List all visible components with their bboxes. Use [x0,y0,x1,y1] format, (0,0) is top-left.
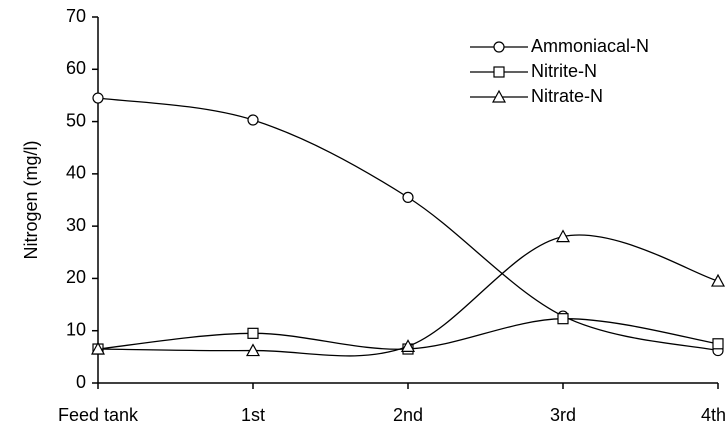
data-point [247,114,259,126]
legend-label: Ammoniacal-N [531,36,649,56]
y-tick-label: 0 [76,372,86,392]
y-axis-label: Nitrogen (mg/l) [21,140,41,259]
data-point [400,339,416,352]
series-line [97,234,719,357]
data-point [90,341,106,355]
y-tick-label: 60 [66,58,86,78]
data-point [710,273,726,287]
y-tick-label: 30 [66,215,86,235]
y-tick-label: 40 [66,163,86,183]
data-point [712,338,724,350]
y-tick-label: 70 [66,6,86,26]
data-point [245,343,261,357]
y-tick-label: 10 [66,319,86,339]
x-tick-label: 3rd [550,405,576,425]
legend-marker [493,41,505,53]
data-point [247,327,259,339]
series-line [97,97,719,352]
x-tick-label: 1st [241,405,265,425]
x-tick-label: 4th [701,405,726,425]
legend-marker [491,89,507,103]
legend-label: Nitrite-N [531,61,597,81]
x-tick-label: Feed tank [58,405,139,425]
y-tick-label: 50 [66,110,86,130]
x-tick-label: 2nd [393,405,423,425]
data-point [555,229,571,243]
y-tick-label: 20 [66,267,86,287]
data-point [557,313,569,325]
legend-label: Nitrate-N [531,86,603,106]
legend-marker [493,66,505,78]
data-point [92,92,104,104]
data-point [402,191,414,203]
